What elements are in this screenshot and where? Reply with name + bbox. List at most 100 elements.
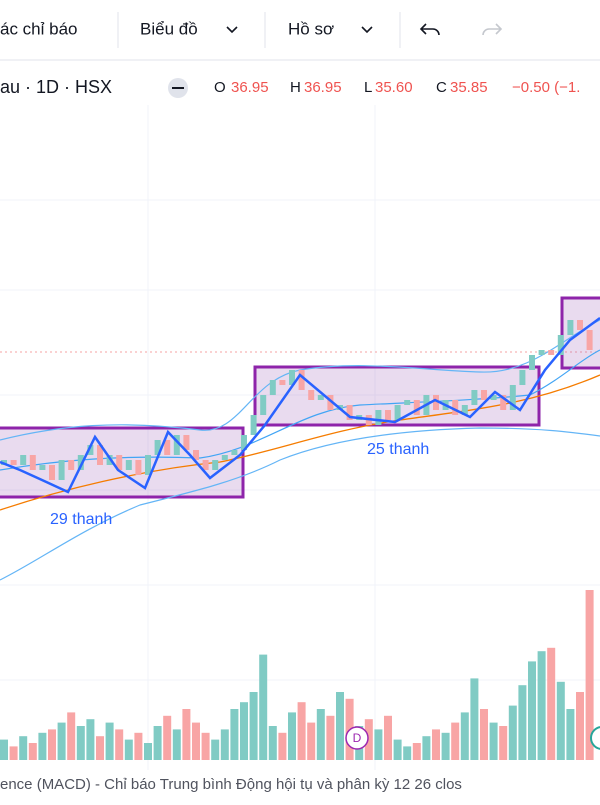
candle [481, 390, 487, 400]
volume-bar [182, 709, 191, 760]
volume-bar [499, 726, 508, 760]
candle [269, 380, 276, 395]
change-value: −0.50 (−1. [512, 79, 580, 96]
candle [317, 395, 324, 400]
candle [433, 395, 439, 410]
candle [10, 460, 17, 465]
ohlc-value: 36.95 [304, 79, 342, 96]
volume-bar [547, 647, 556, 760]
volume-bar [480, 709, 488, 760]
volume-bar [576, 692, 584, 760]
volume-bar [412, 743, 421, 760]
volume-bar [384, 715, 392, 760]
profile-menu[interactable]: Hồ sơ [288, 19, 334, 38]
volume-bar [259, 654, 268, 760]
candle [327, 395, 334, 410]
candle [298, 370, 305, 390]
symbol-info: au · 1D · HSX [0, 77, 112, 97]
undo-button[interactable] [419, 23, 440, 36]
ohlc-label: C [436, 79, 447, 96]
grid [0, 105, 600, 770]
candle [557, 335, 564, 355]
volume-bar [537, 651, 546, 760]
candle [260, 395, 267, 415]
candle [404, 400, 411, 405]
indicators-button[interactable]: ác chỉ báo [0, 19, 78, 38]
volume-bar [211, 739, 220, 760]
candle [241, 435, 247, 450]
volume-bar [508, 705, 517, 760]
candle [577, 320, 583, 330]
candle [509, 385, 516, 410]
chevron [361, 26, 373, 34]
volume-bar [326, 715, 335, 760]
volume-bar [268, 726, 277, 760]
volume-bar [528, 661, 536, 760]
volume-bar [249, 692, 258, 760]
candle [452, 400, 459, 415]
ohlc-label: H [290, 79, 301, 96]
zigzag [0, 316, 600, 494]
candle [212, 460, 219, 470]
candle [87, 445, 94, 455]
ohlc-value: 35.85 [450, 79, 488, 96]
candle [519, 370, 526, 385]
candle [125, 460, 132, 470]
volume-bar [201, 732, 210, 760]
candle [586, 330, 593, 350]
volume-bar [585, 590, 594, 760]
volume-bar [124, 739, 133, 760]
candle [173, 435, 180, 455]
volume-bar [115, 729, 124, 760]
redo-button[interactable] [482, 23, 503, 36]
candle [394, 405, 401, 420]
volume-bar [76, 726, 85, 760]
chart-menu[interactable]: Biểu đồ [140, 19, 198, 38]
volume-bar [38, 732, 47, 760]
candle [221, 455, 228, 460]
event-marker[interactable] [590, 726, 600, 750]
candle [164, 440, 171, 455]
candle [500, 395, 507, 410]
dividend-marker[interactable] [345, 726, 369, 750]
candle [538, 350, 545, 355]
volume-bar [192, 722, 200, 760]
volume-bar [48, 729, 56, 760]
volume-bar [297, 702, 306, 760]
candle [289, 370, 295, 385]
candle [135, 460, 142, 475]
volume-bar [336, 692, 344, 760]
volume-bar [240, 702, 248, 760]
volume-bar [28, 743, 37, 760]
candle [375, 410, 382, 425]
volume-bar [105, 722, 114, 760]
volume-bar [403, 746, 412, 760]
volume-bar [172, 729, 181, 760]
volume-bar [96, 736, 104, 760]
bollinger-lower [0, 427, 600, 581]
candle [279, 380, 286, 385]
candle [490, 395, 497, 400]
volume-bar [470, 678, 479, 760]
candle [77, 455, 84, 470]
candle [250, 415, 257, 435]
volume-bar [0, 739, 8, 760]
ohlc-label: L [364, 79, 372, 96]
candle [202, 460, 209, 470]
volume-bar [460, 712, 469, 760]
ohlc-label: O [214, 79, 226, 96]
candle [154, 440, 161, 455]
volume-bar [230, 709, 239, 760]
volume-bar [153, 726, 162, 760]
candle [183, 435, 190, 450]
candle [58, 460, 65, 480]
volume-bar [441, 732, 450, 760]
volume-bar [374, 729, 383, 760]
chevron [226, 26, 238, 34]
volume-bar [278, 732, 287, 760]
volume-bar [220, 729, 229, 760]
candle [471, 390, 478, 405]
volume-bar [307, 722, 316, 760]
volume-bar [364, 719, 373, 760]
annotation: 29 thanh [50, 511, 112, 528]
